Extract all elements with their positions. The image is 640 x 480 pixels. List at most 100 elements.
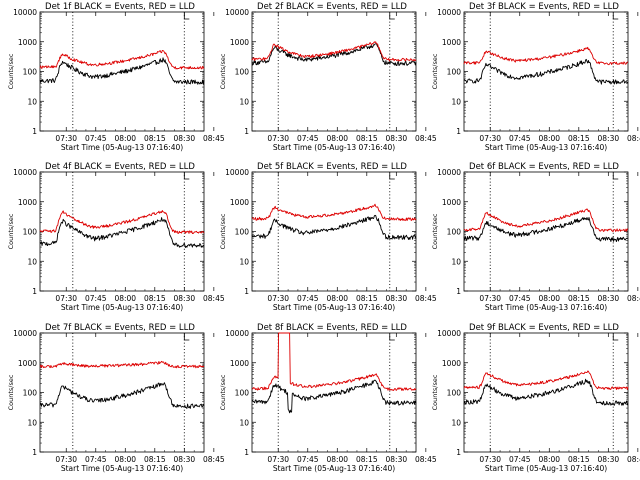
y-axis-label: Counts/sec — [7, 374, 15, 410]
detector-panel: Det 3f BLACK = Events, RED = LLD 1 10 100 10… — [431, 2, 640, 152]
lld-series-line — [251, 41, 417, 62]
x-tick-label: 08:00 — [538, 455, 560, 464]
x-tick-label: 08:45 — [415, 294, 437, 303]
axes-frame — [251, 11, 417, 132]
detector-panel: Det 6f BLACK = Events, RED = LLD 1 10 100 10… — [431, 162, 640, 312]
x-tick-label: 07:45 — [297, 134, 319, 143]
y-axis-label: Counts/sec — [219, 213, 227, 249]
y-tick-label: 10000 — [225, 8, 249, 17]
y-axis-label: Counts/sec — [431, 374, 439, 410]
y-tick-label: 1 — [456, 127, 461, 136]
y-axis-label: Counts/sec — [431, 213, 439, 249]
axes-frame — [39, 332, 205, 453]
y-tick-label: 100 — [447, 68, 462, 77]
x-axis-label: Start Time (05-Aug-13 07:16:40) — [485, 303, 607, 312]
y-tick-label: 10 — [239, 97, 249, 106]
axes-frame — [251, 171, 417, 292]
x-tick-label: 07:30 — [55, 134, 77, 143]
y-tick-label: 100 — [235, 389, 250, 398]
y-tick-label: 10 — [27, 257, 37, 266]
x-tick-label: 07:45 — [509, 134, 531, 143]
detector-panel: Det 1f BLACK = Events, RED = LLD 1 10 100 10… — [7, 2, 225, 152]
x-tick-label: 07:45 — [297, 455, 319, 464]
y-tick-label: 1 — [32, 287, 37, 296]
detector-panel: Det 7f BLACK = Events, RED = LLD 1 10 100 10… — [7, 323, 225, 473]
detector-panel: Det 4f BLACK = Events, RED = LLD 1 10 100 10… — [7, 162, 225, 312]
lld-series-line — [251, 203, 417, 222]
x-tick-label: 08:15 — [356, 455, 378, 464]
panel-title: Det 9f BLACK = Events, RED = LLD — [469, 323, 619, 333]
x-tick-label: 08:45 — [203, 294, 225, 303]
y-tick-label: 10000 — [13, 8, 37, 17]
x-tick-label: 07:30 — [55, 294, 77, 303]
x-tick-label: 07:45 — [85, 455, 107, 464]
x-tick-label: 08:15 — [144, 455, 166, 464]
x-axis-label: Start Time (05-Aug-13 07:16:40) — [273, 143, 395, 152]
x-tick-label: 08:45 — [203, 134, 225, 143]
y-tick-label: 10 — [239, 418, 249, 427]
x-tick-label: 07:45 — [85, 134, 107, 143]
x-tick-label: 08:00 — [538, 294, 560, 303]
y-tick-label: 100 — [235, 228, 250, 237]
x-tick-label: 08:30 — [598, 455, 620, 464]
panel-title: Det 6f BLACK = Events, RED = LLD — [469, 162, 619, 172]
y-axis-label: Counts/sec — [219, 53, 227, 89]
lld-series-line — [463, 46, 629, 66]
events-series-line — [251, 42, 417, 66]
x-tick-label: 08:00 — [326, 134, 348, 143]
x-tick-label: 07:45 — [297, 294, 319, 303]
y-tick-label: 10000 — [437, 329, 461, 338]
x-tick-label: 08:00 — [114, 294, 136, 303]
x-axis-label: Start Time (05-Aug-13 07:16:40) — [273, 303, 395, 312]
y-tick-label: 1000 — [230, 198, 249, 207]
saa-bracket-mark — [183, 13, 190, 20]
y-axis-label: Counts/sec — [7, 53, 15, 89]
x-tick-label: 08:15 — [568, 455, 590, 464]
y-axis-label: Counts/sec — [7, 213, 15, 249]
y-tick-label: 1 — [32, 448, 37, 457]
x-tick-label: 07:45 — [509, 455, 531, 464]
y-tick-label: 10000 — [13, 329, 37, 338]
panel-title: Det 2f BLACK = Events, RED = LLD — [257, 2, 407, 12]
x-tick-label: 08:30 — [598, 134, 620, 143]
x-tick-label: 08:30 — [174, 294, 196, 303]
y-tick-label: 10 — [451, 418, 461, 427]
y-tick-label: 1000 — [230, 38, 249, 47]
x-tick-label: 07:45 — [85, 294, 107, 303]
y-tick-label: 1000 — [442, 359, 461, 368]
x-tick-label: 07:30 — [267, 455, 289, 464]
y-tick-label: 1000 — [442, 198, 461, 207]
y-tick-label: 10000 — [437, 168, 461, 177]
saa-bracket-mark — [612, 173, 619, 180]
panel-title: Det 1f BLACK = Events, RED = LLD — [45, 2, 195, 12]
y-tick-label: 10 — [451, 257, 461, 266]
y-tick-label: 1 — [244, 127, 249, 136]
y-tick-label: 1 — [456, 448, 461, 457]
y-tick-label: 100 — [447, 228, 462, 237]
x-axis-label: Start Time (05-Aug-13 07:16:40) — [61, 464, 183, 473]
y-tick-label: 10000 — [225, 168, 249, 177]
events-series-line — [39, 57, 205, 85]
events-series-line — [39, 217, 205, 248]
x-tick-label: 08:30 — [386, 134, 408, 143]
x-axis-label: Start Time (05-Aug-13 07:16:40) — [273, 464, 395, 473]
events-series-line — [251, 379, 417, 414]
x-tick-label: 08:15 — [568, 134, 590, 143]
x-tick-label: 08:45 — [415, 455, 437, 464]
panel-title: Det 7f BLACK = Events, RED = LLD — [45, 323, 195, 333]
x-tick-label: 08:00 — [114, 134, 136, 143]
x-tick-label: 07:30 — [479, 455, 501, 464]
saa-bracket-mark — [389, 334, 395, 341]
panel-title: Det 3f BLACK = Events, RED = LLD — [469, 2, 619, 12]
x-tick-label: 08:30 — [386, 455, 408, 464]
x-tick-label: 08:00 — [326, 294, 348, 303]
y-axis-label: Counts/sec — [219, 374, 227, 410]
x-tick-label: 08:15 — [144, 134, 166, 143]
events-series-line — [463, 378, 629, 406]
saa-bracket-mark — [389, 173, 395, 180]
x-tick-label: 07:45 — [509, 294, 531, 303]
saa-bracket-mark — [183, 173, 190, 180]
x-tick-label: 08:30 — [598, 294, 620, 303]
events-series-line — [251, 214, 417, 240]
lld-series-line — [39, 49, 205, 70]
